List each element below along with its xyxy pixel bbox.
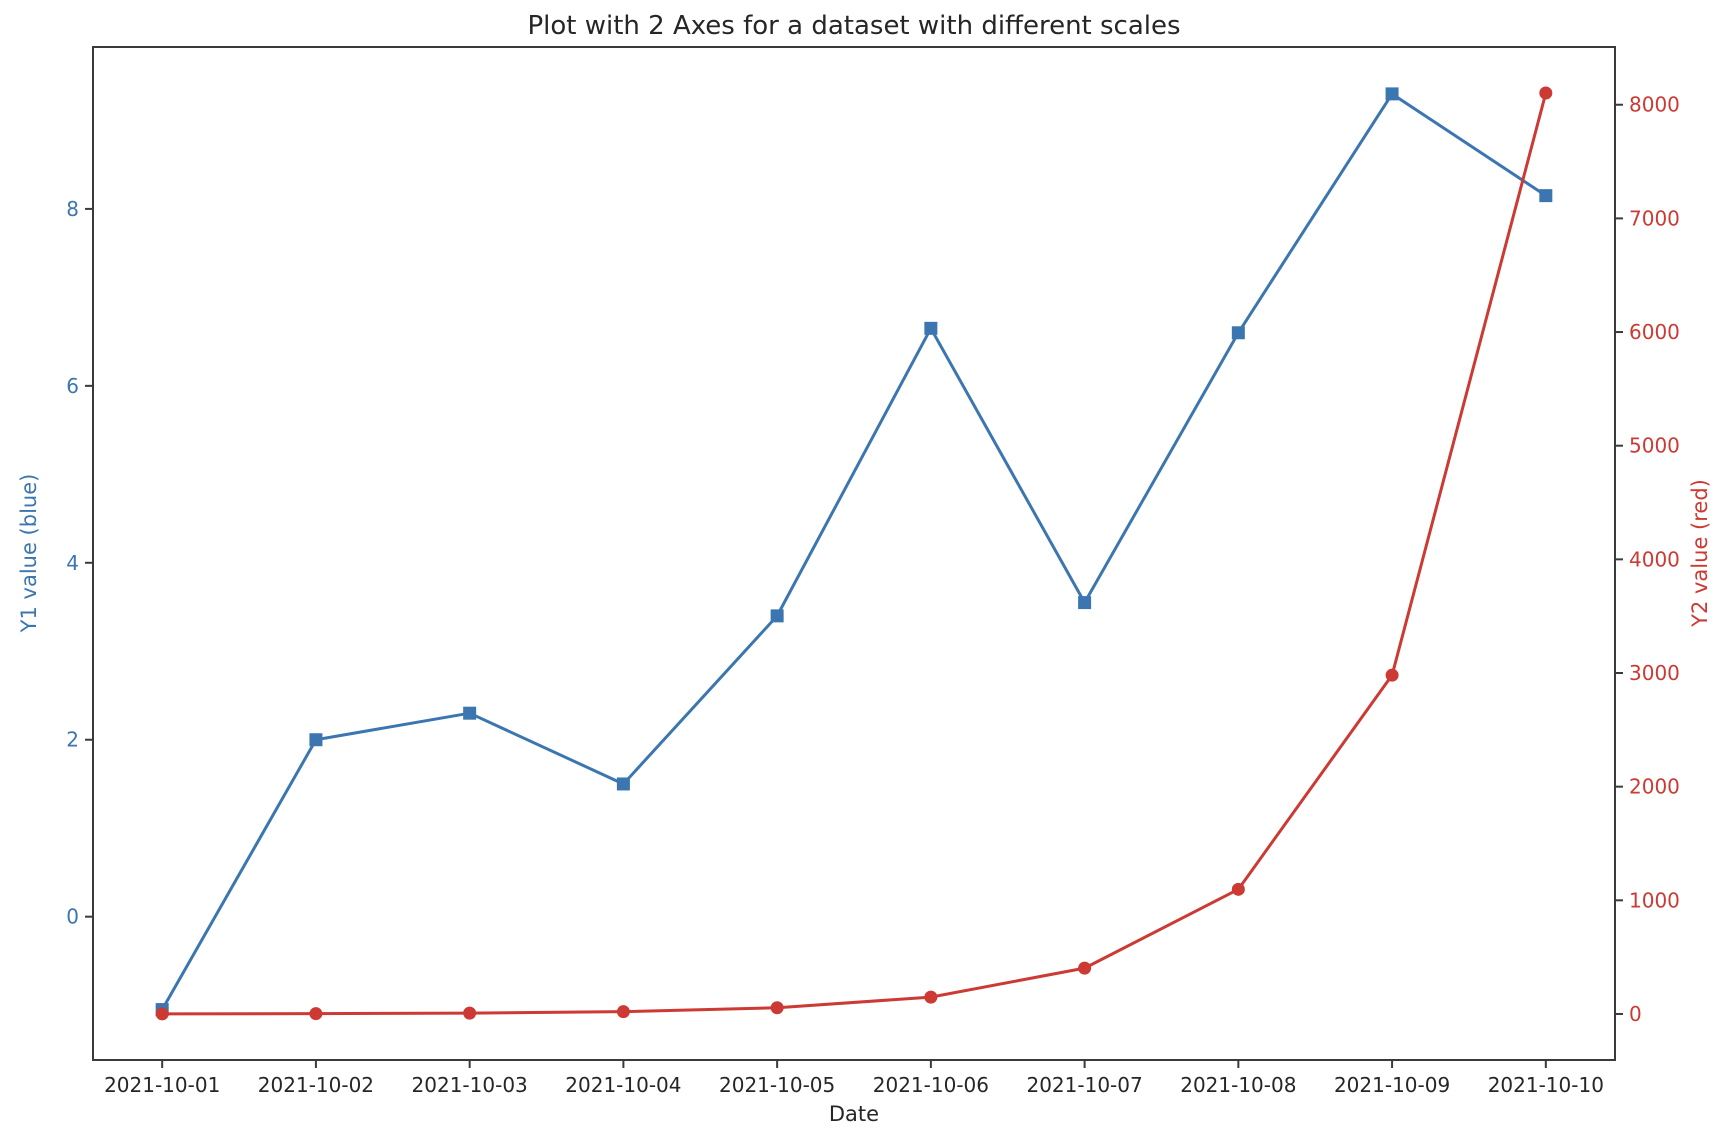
- y1-marker-square: [1078, 596, 1092, 610]
- y1-tick-label: 2: [66, 728, 79, 752]
- y1-marker-square: [770, 609, 784, 623]
- y1-marker-square: [1231, 326, 1245, 340]
- y1-series-line: [160, 92, 1548, 1012]
- x-tick-label: 2021-10-02: [258, 1073, 374, 1097]
- y2-tick-label: 7000: [1629, 206, 1680, 230]
- y2-marker-circle: [1385, 668, 1399, 682]
- y2-tick-label: 6000: [1629, 320, 1680, 344]
- x-axis-label: Date: [829, 1102, 879, 1126]
- y1-marker-square: [1385, 87, 1399, 101]
- y2-tick-label: 8000: [1629, 93, 1680, 117]
- y2-tick-label: 4000: [1629, 547, 1680, 571]
- y2-marker-circle: [1078, 961, 1092, 975]
- y2-series-line: [160, 91, 1548, 1016]
- y2-tick-label: 2000: [1629, 775, 1680, 799]
- y2-marker-circle: [616, 1005, 630, 1019]
- plot-border: [92, 46, 1616, 1061]
- y2-tick-label: 5000: [1629, 434, 1680, 458]
- x-tick-label: 2021-10-10: [1488, 1073, 1604, 1097]
- y2-marker-circle: [770, 1001, 784, 1015]
- y1-marker-square: [924, 321, 938, 335]
- y2-axis-label: Y2 value (red): [1688, 479, 1712, 628]
- y2-marker-circle: [155, 1007, 169, 1021]
- y1-axis-label: Y1 value (blue): [17, 474, 41, 634]
- plot-area: 2021-10-01 2021-10-02 2021-10-03 2021-10-04…: [66, 46, 1680, 1097]
- y1-marker-square: [463, 706, 477, 720]
- y1-marker-square: [309, 733, 323, 747]
- y2-tick-label: 3000: [1629, 661, 1680, 685]
- x-tick-label: 2021-10-07: [1026, 1073, 1142, 1097]
- x-tick-label: 2021-10-09: [1334, 1073, 1450, 1097]
- y1-tick-label: 4: [66, 551, 79, 575]
- x-tick-label: 2021-10-01: [104, 1073, 220, 1097]
- y1-marker-square: [616, 777, 630, 791]
- x-tick-label: 2021-10-06: [873, 1073, 989, 1097]
- x-tick-label: 2021-10-04: [565, 1073, 681, 1097]
- y2-tick-label: 1000: [1629, 888, 1680, 912]
- y1-tick-label: 6: [66, 374, 79, 398]
- y2-marker-circle: [1231, 882, 1245, 896]
- y2-tick-label: 0: [1629, 1002, 1642, 1026]
- x-tick-label: 2021-10-08: [1180, 1073, 1296, 1097]
- chart-title: Plot with 2 Axes for a dataset with diff…: [527, 11, 1180, 41]
- x-tick-label: 2021-10-03: [412, 1073, 528, 1097]
- y1-tick-label: 0: [66, 905, 79, 929]
- y2-marker-circle: [309, 1007, 323, 1021]
- y2-marker-circle: [1539, 86, 1553, 100]
- y1-tick-label: 8: [66, 197, 79, 221]
- y2-marker-circle: [924, 990, 938, 1004]
- y1-marker-square: [1539, 189, 1553, 203]
- x-tick-label: 2021-10-05: [719, 1073, 835, 1097]
- y2-marker-circle: [463, 1006, 477, 1020]
